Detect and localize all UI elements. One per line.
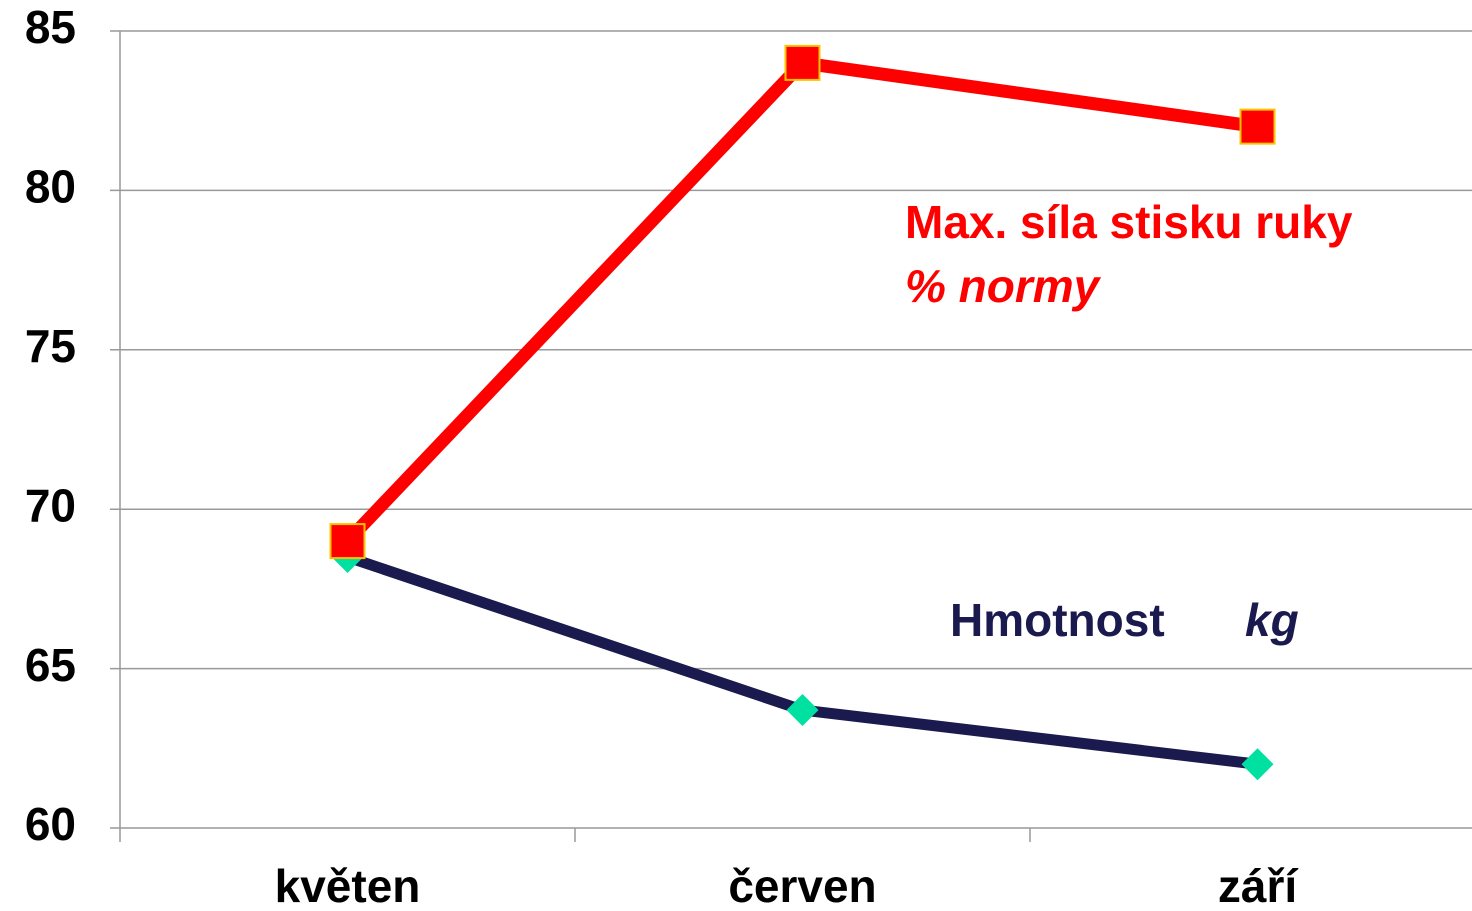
x-tick-label: květen [275, 860, 421, 911]
series-label: Max. síla stisku ruky [905, 196, 1353, 248]
x-tick-label: červen [728, 860, 876, 911]
marker [1239, 108, 1276, 145]
x-tick-label: září [1218, 860, 1299, 911]
marker [329, 523, 366, 560]
marker [1241, 748, 1274, 781]
marker [784, 44, 821, 81]
series-line [342, 56, 1259, 546]
y-tick-label: 70 [25, 479, 76, 531]
y-tick-label: 80 [25, 161, 76, 213]
y-tick-label: 85 [25, 1, 76, 53]
marker [786, 694, 819, 727]
series-label: Hmotnost [950, 594, 1165, 646]
y-tick-label: 75 [25, 320, 76, 372]
series-line [345, 551, 1259, 770]
y-tick-label: 65 [25, 639, 76, 691]
series-unit: kg [1245, 594, 1299, 646]
y-tick-label: 60 [25, 798, 76, 850]
series-unit: % normy [905, 260, 1102, 312]
